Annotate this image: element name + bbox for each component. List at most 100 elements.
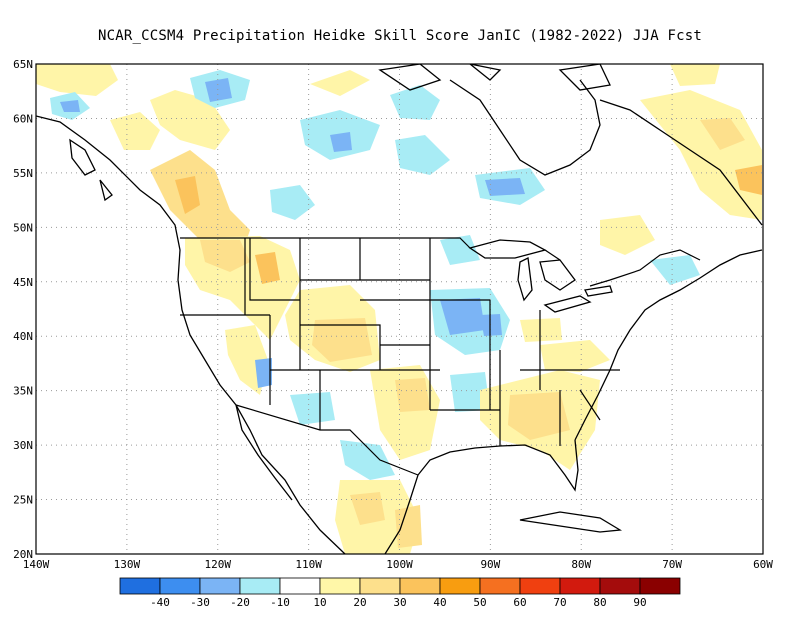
east-coastline — [574, 249, 763, 441]
colorbar-label: -20 — [230, 596, 250, 609]
lon-tick-label: 110W — [295, 558, 322, 571]
lat-tick-label: 50N — [13, 221, 33, 234]
map-outlines — [36, 64, 763, 554]
colorbar-swatch — [239, 577, 281, 595]
lat-tick-label: 45N — [13, 276, 33, 289]
colorbar-label: 30 — [393, 596, 406, 609]
shade-patch — [600, 215, 655, 255]
labrador-coast — [599, 99, 763, 226]
colorbar-swatch — [479, 577, 521, 595]
cuba-coastline — [519, 511, 623, 533]
shade-patch — [395, 505, 422, 548]
colorbar-label: 50 — [473, 596, 486, 609]
shade-patch — [255, 358, 272, 388]
colorbar-label: 40 — [433, 596, 446, 609]
latitude-ticks: 65N 60N 55N 50N 45N 40N 35N 30N 25N 20N — [13, 58, 33, 561]
longitude-ticks: 140W 130W 120W 110W 100W 90W 80W 70W 60W — [23, 558, 774, 571]
lake-michigan — [517, 257, 533, 302]
colorbar-label: 10 — [313, 596, 326, 609]
state-lines — [180, 238, 620, 446]
shade-patch — [290, 392, 335, 425]
colorbar-label: 80 — [593, 596, 606, 609]
west-coastline — [36, 115, 346, 554]
shade-patch — [540, 340, 610, 372]
arctic-islands — [378, 64, 611, 91]
lat-tick-label: 40N — [13, 330, 33, 343]
colorbar-swatch — [399, 577, 441, 595]
colorbar-swatch — [279, 577, 321, 595]
lat-tick-label: 20N — [13, 548, 33, 561]
colorbar-swatch — [119, 577, 161, 595]
shade-patch — [175, 176, 200, 214]
shade-patch — [520, 318, 562, 342]
shade-patch — [480, 314, 502, 336]
lat-tick-label: 60N — [13, 112, 33, 125]
colorbar-swatch — [199, 577, 241, 595]
lat-tick-label: 30N — [13, 439, 33, 452]
shade-patch — [440, 235, 480, 265]
lon-tick-label: 100W — [386, 558, 413, 571]
shade-patch — [390, 85, 440, 120]
shade-patch — [508, 392, 570, 440]
lat-tick-label: 25N — [13, 494, 33, 507]
colorbar-label: -30 — [190, 596, 210, 609]
shade-patch — [670, 64, 720, 86]
shade-patch — [350, 492, 385, 525]
lake-ontario — [584, 285, 613, 297]
shade-patch — [330, 132, 352, 152]
colorbar-swatch — [159, 577, 201, 595]
us-mexico-border — [235, 404, 419, 476]
colorbar-label: -40 — [150, 596, 170, 609]
lon-tick-label: 90W — [480, 558, 500, 571]
colorbar-swatch — [319, 577, 361, 595]
lon-tick-label: 140W — [23, 558, 50, 571]
lon-tick-label: 60W — [753, 558, 773, 571]
shade-patch — [200, 240, 250, 272]
gulf-coastline — [384, 439, 579, 554]
lon-tick-label: 80W — [571, 558, 591, 571]
shade-patch — [312, 318, 372, 362]
shade-patch — [310, 70, 370, 96]
colorbar-label: -10 — [270, 596, 290, 609]
lon-tick-label: 120W — [205, 558, 232, 571]
shade-patch — [395, 135, 450, 175]
colorbar-label: 60 — [513, 596, 526, 609]
colorbar-swatch — [519, 577, 561, 595]
bc-islands — [69, 138, 113, 202]
shade-patch — [205, 78, 232, 102]
hudson-bay — [449, 79, 601, 176]
colorbar-swatch — [599, 577, 641, 595]
us-canada-border — [180, 237, 701, 287]
colorbar: -40 -30 -20 -10 10 20 30 40 50 60 70 80 90 — [119, 577, 681, 609]
shade-patch — [60, 100, 80, 112]
shade-patch — [340, 440, 395, 480]
colorbar-swatch — [439, 577, 481, 595]
lat-tick-label: 55N — [13, 167, 33, 180]
shade-patch — [36, 64, 118, 96]
lat-tick-label: 35N — [13, 385, 33, 398]
lake-erie — [543, 295, 592, 313]
colorbar-label: 20 — [353, 596, 366, 609]
lon-tick-label: 130W — [114, 558, 141, 571]
shade-patch — [485, 178, 525, 196]
shade-patch — [440, 298, 485, 335]
shade-patch — [110, 112, 160, 150]
baja-coastline — [235, 404, 293, 501]
lake-huron — [539, 259, 576, 291]
map-frame — [35, 63, 764, 555]
map-title: NCAR_CCSM4 Precipitation Heidke Skill Sc… — [97, 28, 702, 44]
lon-tick-label: 70W — [662, 558, 682, 571]
colorbar-swatch — [359, 577, 401, 595]
colorbar-label: 90 — [633, 596, 646, 609]
shade-patch — [395, 378, 430, 412]
lat-tick-label: 65N — [13, 58, 33, 71]
colorbar-label: 70 — [553, 596, 566, 609]
shade-patch — [650, 255, 700, 285]
political-borders — [180, 237, 701, 476]
shade-patch — [270, 185, 315, 220]
colorbar-swatch — [559, 577, 601, 595]
lake-superior — [468, 239, 547, 259]
shade-patch — [700, 118, 745, 150]
shade-patch — [255, 252, 280, 284]
